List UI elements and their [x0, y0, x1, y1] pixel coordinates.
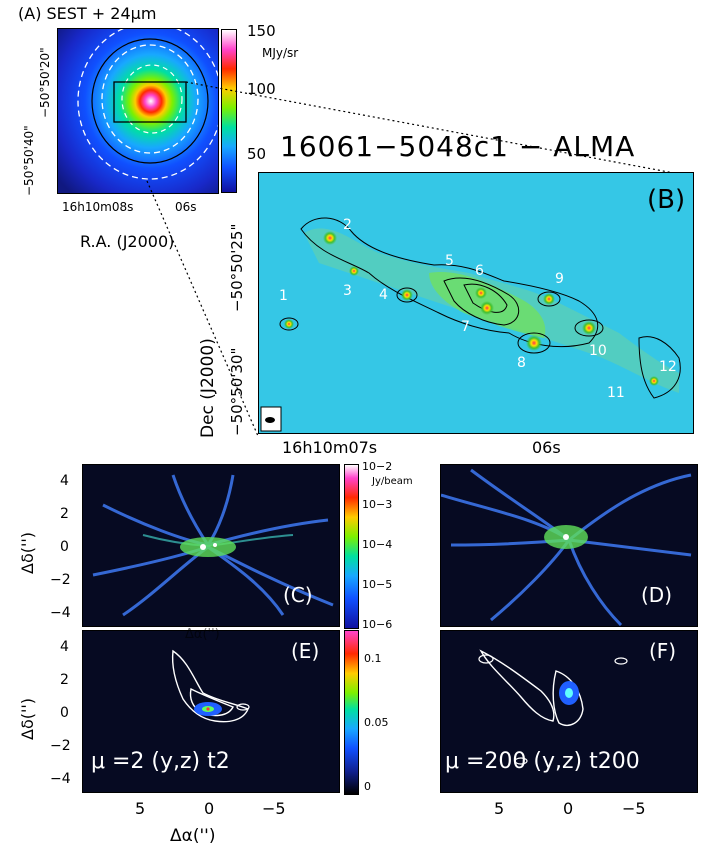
panel-c-cbar-tick-5: 10−6: [362, 618, 393, 631]
sim-e-ytick-2: 2: [60, 672, 69, 688]
sim-c-ytick-4: 4: [60, 473, 69, 489]
sim-e-ytick-0: 0: [60, 705, 69, 721]
panel-e-cbar-tick-1: 0.1: [364, 652, 382, 665]
sim-c-ytick-m2: −2: [50, 572, 71, 588]
sim-c-ytick-m4: −4: [50, 605, 71, 621]
sim-e-xtick-0: 0: [204, 799, 215, 818]
panel-b-ylabel: Dec (J2000): [198, 338, 218, 438]
panel-e-annotation: μ =2 (y,z) t2: [91, 749, 230, 774]
sim-e-xtick-5: 5: [135, 799, 146, 818]
panel-b-xtick-2: 06s: [532, 438, 561, 457]
panel-a-cbar-unit: MJy/sr: [262, 46, 299, 60]
panel-b-xtick-1: 16h10m07s: [282, 438, 378, 457]
panel-e-colorbar: [344, 630, 359, 795]
sim-e-ytick-m4: −4: [50, 771, 71, 787]
panel-b-ytick-2: −50°50'30": [228, 347, 246, 436]
core-label-3: 3: [343, 283, 352, 299]
panel-e-image: (E) μ =2 (y,z) t2: [82, 630, 340, 793]
panel-d-image: (D): [440, 464, 698, 627]
panel-c-letter: (C): [283, 583, 313, 607]
panel-e-cbar-tick-3: 0: [364, 780, 371, 793]
sim-c-ytick-0: 0: [60, 539, 69, 555]
panel-a-cbar-tick-50: 50: [247, 145, 267, 163]
panel-a-colorbar: [221, 29, 237, 193]
panel-a-xtick-2: 06s: [175, 200, 197, 214]
panel-d-letter: (D): [641, 583, 673, 607]
core-label-11: 11: [607, 385, 625, 401]
panel-f-letter: (F): [649, 639, 677, 663]
panel-e-overlap-label: Δα(''): [185, 627, 220, 642]
core-label-5: 5: [445, 253, 454, 269]
core-label-1: 1: [279, 288, 288, 304]
panel-b-ytick-1: −50°50'25": [228, 223, 246, 312]
panel-c-cbar-tick-3: 10−4: [362, 538, 393, 551]
sim-c-ylabel: Δδ(''): [18, 531, 37, 574]
panel-b-title: 16061−5048c1 − ALMA: [280, 130, 636, 163]
panel-f-image: (F) μ =200 (y,z) t200: [440, 630, 698, 793]
sim-f-xtick-m5: −5: [622, 799, 646, 818]
panel-a-title: (A) SEST + 24μm: [18, 4, 157, 23]
sim-e-xtick-m5: −5: [262, 799, 286, 818]
sim-f-xtick-5: 5: [494, 799, 505, 818]
panel-a-cbar-tick-150: 150: [247, 22, 276, 40]
core-label-2: 2: [343, 217, 352, 233]
core-label-7: 7: [461, 319, 470, 335]
sim-f-xtick-0: 0: [563, 799, 574, 818]
sim-e-ytick-m2: −2: [50, 738, 71, 754]
sim-e-ytick-4: 4: [60, 639, 69, 655]
panel-c-colorbar: [344, 464, 359, 629]
panel-a-xlabel: R.A. (J2000): [80, 232, 175, 251]
panel-c-cbar-tick-4: 10−5: [362, 578, 393, 591]
core-label-4: 4: [379, 287, 388, 303]
panel-c-image: (C): [82, 464, 340, 627]
core-label-8: 8: [517, 355, 526, 371]
core-label-12: 12: [659, 359, 677, 375]
panel-c-cbar-unit: Jy/beam: [372, 476, 413, 487]
panel-c-cbar-tick-2: 10−3: [362, 498, 393, 511]
panel-b-image: 1 2 3 4 5 6 7 8 9 10 11 12 (B): [258, 172, 694, 434]
panel-e-letter: (E): [291, 639, 320, 663]
panel-b-letter: (B): [647, 185, 686, 215]
panel-a-image: [57, 28, 219, 194]
core-label-6: 6: [475, 263, 484, 279]
sim-e-ylabel: Δδ(''): [18, 697, 37, 740]
panel-e-cbar-tick-2: 0.05: [364, 716, 389, 729]
panel-f-annotation: μ =200 (y,z) t200: [445, 749, 640, 774]
panel-a-xtick-1: 16h10m08s: [62, 200, 134, 214]
core-label-9: 9: [555, 271, 564, 287]
core-label-10: 10: [589, 343, 607, 359]
sim-e-xlabel: Δα(''): [170, 826, 216, 846]
sim-c-ytick-2: 2: [60, 506, 69, 522]
panel-c-cbar-tick-1: 10−2: [362, 460, 393, 473]
panel-a-cbar-tick-100: 100: [247, 80, 276, 98]
